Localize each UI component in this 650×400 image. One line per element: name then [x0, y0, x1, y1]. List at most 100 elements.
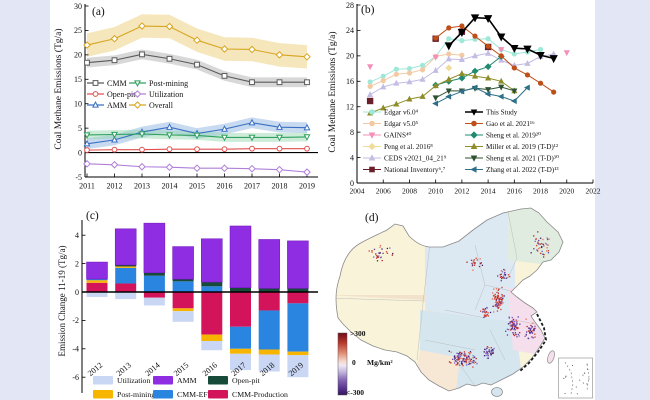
- bar-2013-utilization: [115, 292, 137, 300]
- legend-swatch-amm: [153, 376, 173, 385]
- bar-2019-utilization: [287, 355, 309, 378]
- bar-2014-cmm_production: [143, 292, 165, 298]
- svg-text:2014: 2014: [481, 187, 496, 196]
- panel-b-label: (b): [361, 4, 375, 16]
- taiwan-island: [547, 350, 555, 364]
- panel-a-label: (a): [92, 6, 105, 18]
- bar-2014-open_pit: [143, 272, 165, 276]
- bar-2015-utilization: [172, 311, 194, 322]
- bar-2013-open_pit: [115, 265, 137, 267]
- band-cmm: [87, 49, 307, 88]
- bar-2014-utilization: [143, 297, 165, 306]
- legend-label-sheng2021: Sheng et al. 2021 (T-D)³⁰: [486, 155, 559, 163]
- bar-2015-cmm_ef: [172, 281, 194, 292]
- svg-text:20: 20: [346, 52, 354, 61]
- panel-a-plot: -5 0 5 10 15 20 25 30 2011 2012 2013 2014 2015 2016 20…: [74, 2, 318, 191]
- colorbar-max-label: >300: [350, 329, 366, 338]
- svg-text:2008: 2008: [402, 187, 417, 196]
- svg-text:0: 0: [350, 179, 354, 188]
- panel-d-map: [335, 207, 593, 399]
- svg-text:2004: 2004: [350, 187, 365, 196]
- svg-text:20: 20: [74, 51, 82, 60]
- bar-2017-open_pit: [230, 287, 251, 292]
- bar-2018-open_pit: [258, 288, 280, 292]
- legend-swatch-post_mining: [93, 390, 113, 399]
- bar-2017-utilization: [230, 353, 251, 371]
- legend-label-overall: Overall: [149, 101, 174, 110]
- panel-c-emission-change-bars: 4 2 0 -2 -4 -6 2012 2013 2014 2015 2016 2017 2018 201…: [50, 200, 325, 400]
- bar-2016-utilization: [201, 340, 223, 351]
- bar-2015-amm: [172, 246, 194, 280]
- bar-2014-amm: [143, 222, 166, 274]
- svg-text:5: 5: [78, 124, 82, 133]
- bar-2013-post_mining: [115, 266, 137, 268]
- line-miller2019: [369, 73, 515, 114]
- legend-label-edgar_v60: Edgar v6.0⁴: [384, 109, 419, 117]
- bar-2015-cmm_production: [172, 292, 194, 309]
- svg-text:2010: 2010: [428, 187, 443, 196]
- bar-2015-open_pit: [172, 279, 194, 282]
- svg-text:-6: -6: [72, 373, 79, 382]
- svg-text:2006: 2006: [376, 187, 391, 196]
- bar-2016-amm: [201, 238, 223, 283]
- bar-2012-cmm_production: [86, 282, 108, 292]
- bar-2017-post_mining: [230, 348, 251, 354]
- svg-text:-5: -5: [75, 173, 82, 182]
- china-outline: [335, 207, 564, 392]
- legend-swatch-utilization: [93, 376, 113, 385]
- svg-text:2013: 2013: [134, 182, 150, 191]
- legend-label-open_pit: Open-pit: [232, 376, 261, 385]
- svg-text:2022: 2022: [586, 187, 601, 196]
- legend-swatch-cmm_ef: [153, 390, 173, 399]
- svg-text:-4: -4: [72, 345, 79, 354]
- colorbar: [337, 332, 348, 396]
- svg-text:2016: 2016: [507, 187, 522, 196]
- x-label-2016: 2016: [201, 361, 219, 378]
- colorbar-unit-label: Mg/km²: [367, 358, 393, 367]
- bar-2013-cmm_production: [115, 283, 137, 292]
- legend-label-peng: Peng et al. 2016⁸: [384, 143, 433, 151]
- bar-2013-amm: [114, 228, 137, 266]
- bar-2016-cmm_production: [201, 292, 223, 335]
- svg-text:2012: 2012: [107, 182, 123, 191]
- bar-2019-cmm_ef: [287, 303, 309, 352]
- bar-2019-open_pit: [287, 288, 309, 292]
- bar-2018-post_mining: [258, 349, 280, 355]
- legend-label-cmm_ef: CMM-EF: [177, 390, 208, 399]
- bar-2012-amm: [86, 261, 108, 280]
- panel-c-plot: 420-2-4-6 2012 2013 2014 2015 2016 2017 2018 201…: [72, 220, 318, 399]
- svg-text:4: 4: [350, 153, 354, 162]
- line-gao2021: [435, 25, 554, 93]
- svg-text:24: 24: [346, 26, 354, 35]
- svg-text:-2: -2: [72, 316, 79, 325]
- bar-2016-open_pit: [201, 282, 223, 287]
- legend-label-post_mining: Post-mining: [149, 79, 188, 88]
- svg-text:15: 15: [74, 75, 82, 84]
- legend-label-this_study: This Study: [486, 109, 518, 117]
- bar-2016-cmm_ef: [201, 286, 223, 292]
- panel-a-y-axis-title: Coal Methane Emissions (Tg/a): [54, 28, 64, 150]
- east-coastline: [518, 313, 547, 373]
- legend-label-amm: AMM: [177, 376, 197, 385]
- panel-a-emission-trends-chart: -5 0 5 10 15 20 25 30 2011 2012 2013 2014 2015 2016 20…: [50, 0, 325, 200]
- bar-2018-cmm_production: [258, 292, 280, 311]
- legend-label-zhang2022: Zhang et al. 2022 (T-D)¹³: [486, 166, 559, 174]
- bar-2013-cmm_ef: [115, 267, 137, 284]
- south-china-sea-inset: [558, 357, 593, 399]
- bar-2017-amm: [229, 225, 252, 288]
- bar-2016-post_mining: [201, 334, 223, 341]
- svg-text:4: 4: [75, 231, 79, 240]
- multipanel-figure: -5 0 5 10 15 20 25 30 2011 2012 2013 2014 2015 2016 20…: [50, 0, 601, 400]
- legend-label-post_mining: Post-mining: [117, 390, 155, 399]
- colorbar-min-label: <-300: [346, 388, 365, 397]
- svg-text:2018: 2018: [272, 182, 288, 191]
- bar-2019-cmm_production: [287, 292, 309, 304]
- bar-2018-cmm_ef: [258, 310, 280, 350]
- legend-label-utilization: Utilization: [117, 376, 150, 385]
- svg-text:8: 8: [350, 128, 354, 137]
- bar-2018-utilization: [258, 354, 280, 372]
- legend-label-ceds: CEDS v2021_04_21⁹: [384, 155, 447, 163]
- svg-text:2: 2: [75, 259, 79, 268]
- panel-d-label: (d): [365, 212, 379, 224]
